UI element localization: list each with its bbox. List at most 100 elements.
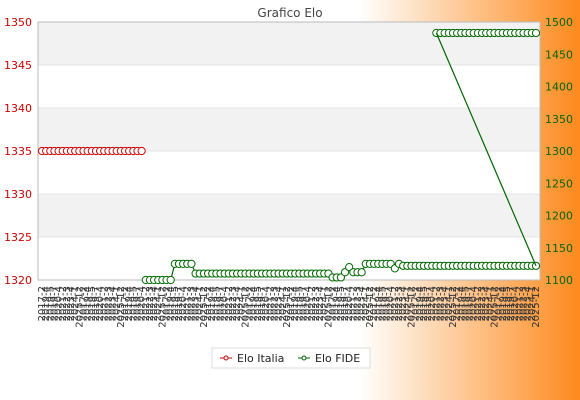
right-axis-tick-label: 1100 xyxy=(545,274,573,287)
right-axis-tick-label: 1400 xyxy=(545,81,573,94)
x-tick-label: 2019-4 xyxy=(249,286,260,321)
legend: Elo Italia Elo FIDE xyxy=(211,347,371,369)
x-tick-label: 2019-5 xyxy=(170,286,181,321)
x-tick-label: 2023-4 xyxy=(191,286,202,321)
x-tick-label: 2020-4 xyxy=(178,286,189,321)
x-tick-label: 2023-4 xyxy=(149,286,160,321)
x-tick-label: 2021-2 xyxy=(224,286,235,321)
x-tick-label: 2019-7 xyxy=(382,286,393,321)
x-tick-label: 2019-4 xyxy=(332,286,343,321)
x-tick-label: 2017-2 xyxy=(245,286,256,321)
right-axis-tick-label: 1500 xyxy=(545,16,573,29)
x-tick-label: 2019-4 xyxy=(373,286,384,321)
x-tick-label: 2021-2 xyxy=(58,286,69,321)
x-tick-label: 2023-4 xyxy=(315,286,326,321)
x-tick-label: 2019-7 xyxy=(340,286,351,321)
left-axis-tick-label: 1350 xyxy=(4,16,32,29)
x-tick-label: 2022-3 xyxy=(394,286,405,321)
x-tick-label: 2019-4 xyxy=(166,286,177,321)
x-tick-label: 2022-3 xyxy=(186,286,197,321)
x-tick-label: 2024-1 xyxy=(153,286,164,321)
x-tick-label: 2017-2 xyxy=(203,286,214,321)
series-point xyxy=(336,273,345,282)
x-tick-label: 2025-12 xyxy=(74,286,85,328)
x-tick-label: 2023-4 xyxy=(357,286,368,321)
legend-swatch-marker xyxy=(223,355,229,361)
x-tick-label: 2024-1 xyxy=(319,286,330,321)
x-tick-label: 2019-5 xyxy=(87,286,98,321)
x-tick-label: 2025-12 xyxy=(157,286,168,328)
x-tick-label: 2019-4 xyxy=(290,286,301,321)
x-tick-label: 2019-7 xyxy=(174,286,185,321)
x-tick-label: 2024-1 xyxy=(70,286,81,321)
x-tick-label: 2017-2 xyxy=(494,286,505,321)
x-tick-label: 2020-4 xyxy=(386,286,397,321)
x-tick-label: 2021-2 xyxy=(514,286,525,321)
right-axis-tick-label: 1450 xyxy=(545,48,573,61)
x-tick-label: 2025-12 xyxy=(406,286,417,328)
x-tick-label: 2017-2 xyxy=(162,286,173,321)
x-tick-label: 2023-4 xyxy=(66,286,77,321)
x-tick-label: 2023-4 xyxy=(398,286,409,321)
x-tick-label: 2024-1 xyxy=(485,286,496,321)
x-tick-label: 2025-12 xyxy=(323,286,334,328)
x-tick-label: 2019-7 xyxy=(257,286,268,321)
x-tick-label: 2020-4 xyxy=(137,286,148,321)
left-axis-tick-label: 1345 xyxy=(4,59,32,72)
x-tick-label: 2017-2 xyxy=(411,286,422,321)
chart-title: Grafico Elo xyxy=(257,6,322,20)
left-axis-tick-label: 1325 xyxy=(4,231,32,244)
x-tick-label: 2021-2 xyxy=(141,286,152,321)
x-tick-label: 2024-1 xyxy=(112,286,123,321)
x-tick-label: 2025-12 xyxy=(282,286,293,328)
x-tick-label: 2020-4 xyxy=(469,286,480,321)
x-tick-label: 2024-1 xyxy=(195,286,206,321)
x-tick-label: 2021-2 xyxy=(473,286,484,321)
x-tick-label: 2019-5 xyxy=(294,286,305,321)
x-axis-tick-labels: 2017-22019-42019-52019-72020-42021-22022… xyxy=(37,286,542,328)
x-tick-label: 2022-3 xyxy=(145,286,156,321)
x-tick-label: 2017-2 xyxy=(328,286,339,321)
x-tick-label: 2025-12 xyxy=(448,286,459,328)
x-tick-label: 2022-3 xyxy=(62,286,73,321)
left-axis-tick-label: 1330 xyxy=(4,188,32,201)
x-tick-label: 2025-12 xyxy=(489,286,500,328)
grid-band xyxy=(38,108,540,151)
grid-band xyxy=(38,22,540,65)
right-axis-tick-label: 1250 xyxy=(545,177,573,190)
left-axis-tick-label: 1320 xyxy=(4,274,32,287)
right-axis-tick-label: 1150 xyxy=(545,242,573,255)
x-tick-label: 2019-5 xyxy=(45,286,56,321)
x-tick-label: 2020-4 xyxy=(344,286,355,321)
legend-box xyxy=(211,347,371,369)
series-point xyxy=(166,275,175,285)
x-tick-label: 2020-4 xyxy=(261,286,272,321)
right-axis-tick-label: 1300 xyxy=(545,145,573,158)
x-tick-label: 2023-4 xyxy=(440,286,451,321)
x-tick-label: 2024-1 xyxy=(444,286,455,321)
x-tick-label: 2019-5 xyxy=(128,286,139,321)
x-tick-label: 2019-5 xyxy=(377,286,388,321)
plot-area: 1320 1325 1330 1335 1340 1345 1350 1100 1150 1200… xyxy=(4,16,573,287)
series-point xyxy=(340,268,350,277)
x-tick-label: 2021-2 xyxy=(307,286,318,321)
x-tick-label: 2022-3 xyxy=(103,286,114,321)
x-tick-label: 2023-4 xyxy=(108,286,119,321)
x-tick-label: 2021-2 xyxy=(348,286,359,321)
x-tick-label: 2022-3 xyxy=(519,286,530,321)
x-tick-label: 2021-2 xyxy=(390,286,401,321)
x-tick-label: 2020-4 xyxy=(303,286,314,321)
x-tick-label: 2019-4 xyxy=(456,286,467,321)
x-tick-label: 2024-1 xyxy=(402,286,413,321)
x-tick-label: 2025-12 xyxy=(199,286,210,328)
x-tick-label: 2019-5 xyxy=(253,286,264,321)
legend-label: Elo Italia xyxy=(237,352,284,365)
x-tick-label: 2020-4 xyxy=(220,286,231,321)
series-point xyxy=(345,263,354,272)
x-tick-label: 2022-3 xyxy=(269,286,280,321)
x-tick-label: 2023-4 xyxy=(274,286,285,321)
x-tick-label: 2022-3 xyxy=(311,286,322,321)
x-tick-label: 2020-4 xyxy=(54,286,65,321)
x-tick-label: 2017-2 xyxy=(120,286,131,321)
